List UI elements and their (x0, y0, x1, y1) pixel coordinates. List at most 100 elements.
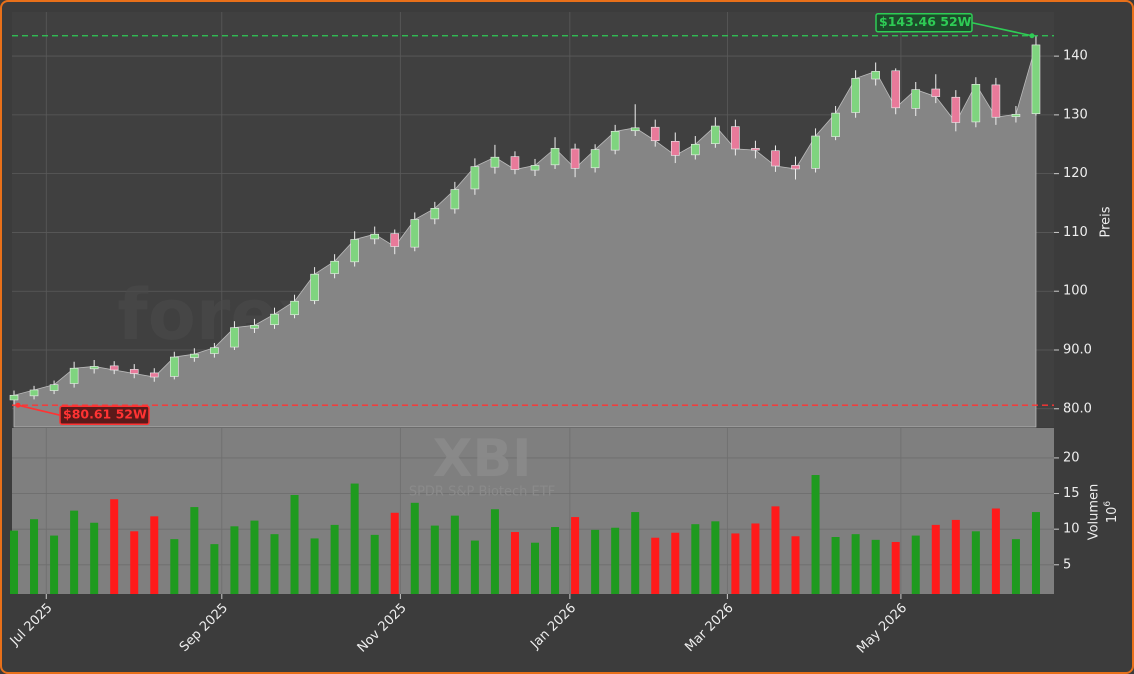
candle-body (731, 126, 740, 150)
candle-body (170, 356, 179, 377)
volume-bar (190, 507, 199, 594)
volume-bar (250, 520, 259, 594)
volume-bar (330, 524, 339, 594)
volume-bar (931, 524, 940, 594)
volume-bar (50, 535, 59, 594)
symbol-subtitle: SPDR S&P Biotech ETF (409, 485, 555, 500)
volume-bar (30, 519, 39, 594)
y2-tick-label: 5 (1063, 557, 1071, 572)
volume-bar (751, 523, 760, 594)
candle-body (410, 219, 420, 248)
volume-bar (911, 535, 920, 594)
volume-bar (551, 527, 560, 594)
volume-bar (350, 483, 359, 594)
candle-body (49, 384, 59, 391)
candle-body (590, 149, 600, 169)
candle-body (811, 135, 820, 169)
y2-tick-label: 15 (1063, 486, 1080, 501)
volume-bar (470, 540, 479, 594)
y-tick-label: 80.0 (1063, 401, 1092, 416)
candle-body (991, 84, 1001, 118)
volume-bar (290, 494, 299, 594)
candle-body (1011, 113, 1021, 117)
annotation-arrow (971, 21, 1033, 37)
volume-bar (731, 533, 740, 594)
candle-body (530, 165, 540, 171)
volume-bar (10, 530, 19, 594)
x-tick-label: Jul 2025 (7, 601, 56, 650)
volume-bar (891, 541, 900, 594)
symbol-watermark: XBI (432, 429, 531, 489)
y2-tick-label: 20 (1063, 450, 1080, 465)
candle-body (270, 313, 279, 326)
y-tick-label: 90.0 (1063, 342, 1092, 357)
candle-body (330, 260, 339, 274)
candle-body (831, 112, 840, 137)
volume-bar (150, 516, 159, 594)
volume-bar (310, 538, 319, 594)
volume-bar (490, 509, 499, 594)
volume-bar (831, 537, 840, 594)
candle-body (851, 78, 860, 113)
volume-bar (611, 527, 620, 594)
volume-bar (1011, 539, 1020, 594)
volume-bar (671, 532, 680, 594)
candle-body (9, 394, 19, 401)
candle-body (290, 300, 299, 316)
candle-body (791, 165, 800, 170)
volume-bar (90, 522, 99, 594)
volume-bar (390, 512, 399, 594)
y-tick-label: 120 (1063, 166, 1088, 181)
volume-bar (951, 519, 960, 594)
candle-body (350, 239, 359, 263)
candle-body (711, 125, 720, 144)
candle-body (89, 366, 99, 370)
volume-bar (571, 517, 580, 594)
volume-bar (791, 536, 800, 594)
annotation-label: $80.61 52W (63, 407, 147, 422)
candle-body (610, 131, 620, 151)
volume-bar (651, 537, 660, 594)
x-tick-label: Jan 2026 (527, 601, 579, 653)
candle-body (230, 327, 239, 348)
candle-body (190, 353, 199, 358)
candle-body (891, 70, 900, 109)
candle-body (630, 127, 640, 132)
annotation-arrowhead (1029, 33, 1035, 39)
y-tick-label: 110 (1063, 225, 1088, 240)
candle-body (510, 156, 520, 170)
candle-body (370, 233, 379, 240)
volume-bar (811, 475, 820, 594)
y-axis-label: Preis (1099, 206, 1114, 237)
volume-bar (871, 539, 880, 594)
x-tick-label: May 2026 (854, 601, 910, 657)
volume-bar (230, 526, 239, 594)
volume-bar (210, 544, 219, 594)
candle-body (570, 148, 580, 169)
volume-bar (851, 534, 860, 594)
candle-body (129, 369, 139, 374)
y-tick-label: 130 (1063, 107, 1088, 122)
candle-body (149, 372, 159, 378)
candle-body (470, 166, 480, 190)
candle-body (751, 148, 760, 151)
candle-body (450, 189, 460, 210)
x-tick-label: Sep 2025 (177, 601, 231, 655)
volume-bar (110, 499, 119, 594)
volume-bar (410, 502, 419, 594)
volume-bar (510, 532, 519, 594)
candle-body (390, 233, 400, 247)
candle-body (871, 71, 880, 80)
volume-bar (711, 521, 720, 594)
volume-bar (170, 539, 179, 594)
volume-bar (430, 525, 439, 594)
candle-body (670, 141, 680, 156)
candle-body (210, 347, 219, 354)
volume-bar (70, 510, 79, 594)
volume-bar (531, 542, 540, 594)
annotation-label: $143.46 52W (879, 14, 972, 29)
candle-body (29, 389, 39, 397)
candle-body (250, 325, 259, 329)
